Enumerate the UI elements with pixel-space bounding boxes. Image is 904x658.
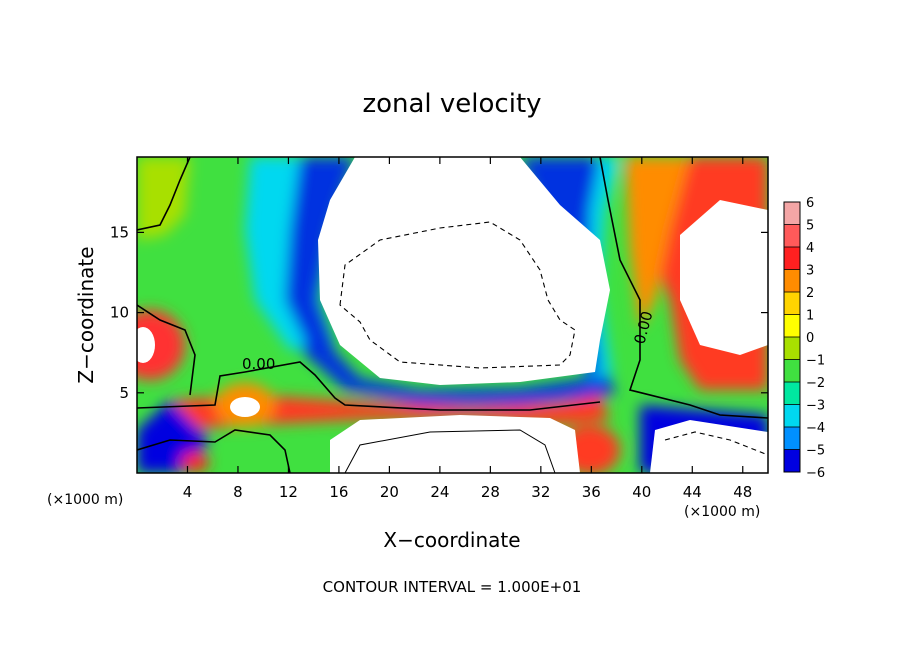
field-right-orange [625, 157, 690, 330]
field-left-yellow [137, 157, 190, 240]
colorbar-swatch [784, 382, 800, 405]
x-tick-label: 48 [733, 483, 752, 501]
x-axis-label: X−coordinate [383, 528, 520, 552]
colorbar-label: 2 [806, 286, 814, 301]
zero-contour-middle [137, 361, 601, 411]
colorbar-label: −3 [806, 399, 825, 414]
x-tick-label: 28 [481, 483, 500, 501]
colorbar-swatch [784, 247, 800, 270]
x-tick-label: 32 [531, 483, 550, 501]
colorbar-swatch [784, 449, 800, 472]
x-tick-label: 24 [430, 483, 449, 501]
core-white-region [318, 157, 610, 385]
x-tick-label: 40 [632, 483, 651, 501]
lower-white-region [330, 415, 580, 473]
chart-title: zonal velocity [362, 89, 541, 119]
right-white-region [680, 200, 768, 355]
colorbar-label: −5 [806, 444, 825, 459]
z-unit-right: (×1000 m) [684, 504, 760, 520]
y-tick-label: 10 [110, 304, 129, 322]
contour-label-left: 0.00 [242, 355, 275, 373]
colorbar-label: −1 [806, 354, 825, 369]
left-white-patch [137, 327, 155, 363]
colorbar-label: 3 [806, 264, 814, 279]
contour-positive-lower [344, 429, 556, 473]
field-lower-blue [300, 330, 615, 405]
colorbar-swatch [784, 314, 800, 337]
x-unit-left: (×1000 m) [47, 492, 123, 508]
x-tick-label: 20 [380, 483, 399, 501]
contour-lines [137, 157, 768, 473]
colorbar-label: −6 [806, 466, 825, 481]
colorbar-swatch [784, 359, 800, 382]
dashed-contour-right [664, 431, 768, 456]
colorbar-label: −2 [806, 376, 825, 391]
zero-contour-right [599, 157, 768, 419]
small-white-patch [230, 397, 260, 417]
colorbar-label: 6 [806, 196, 814, 211]
dashed-contour-core [339, 221, 576, 369]
dashed-contours [339, 221, 768, 456]
plot-area [137, 157, 768, 473]
field-left-red [137, 310, 185, 380]
y-axis-label: Z−coordinate [74, 246, 98, 383]
contour-interval-note: CONTOUR INTERVAL = 1.000E+01 [323, 578, 582, 596]
field-bottomleft-red [181, 452, 209, 472]
x-tick-label: 8 [233, 483, 243, 501]
colorbar-label: 5 [806, 219, 814, 234]
colorbar-swatch [784, 202, 800, 225]
zero-contour-left [137, 157, 191, 231]
colorbar-label: 0 [806, 331, 814, 346]
y-tick-label: 5 [119, 384, 129, 402]
colorbar-label: −4 [806, 421, 825, 436]
x-tick-label: 12 [279, 483, 298, 501]
x-tick-label: 44 [683, 483, 702, 501]
colorbar-label: 4 [806, 241, 814, 256]
colorbar: 6 5 4 3 2 1 0 −1 −2 −3 −4 −5 −6 [783, 196, 825, 481]
lowerright-white-region [650, 420, 768, 473]
x-tick-label: 4 [183, 483, 193, 501]
colorbar-swatch [784, 337, 800, 360]
colorbar-label: 1 [806, 309, 814, 324]
colorbar-swatch [784, 427, 800, 450]
colorbar-swatch [784, 292, 800, 315]
x-axis-ticks: 4 8 12 16 20 24 28 32 36 40 44 48 [183, 157, 752, 501]
zero-contour-farleft [137, 304, 196, 396]
y-axis-ticks: 5 10 15 [110, 223, 768, 402]
plot-frame [136, 156, 769, 474]
y-tick-label: 15 [110, 223, 129, 241]
zero-contour-lower [137, 429, 291, 473]
x-tick-label: 36 [582, 483, 601, 501]
colorbar-swatch [784, 404, 800, 427]
colorbar-swatch [784, 269, 800, 292]
x-tick-label: 16 [329, 483, 348, 501]
colorbar-swatch [784, 224, 800, 247]
